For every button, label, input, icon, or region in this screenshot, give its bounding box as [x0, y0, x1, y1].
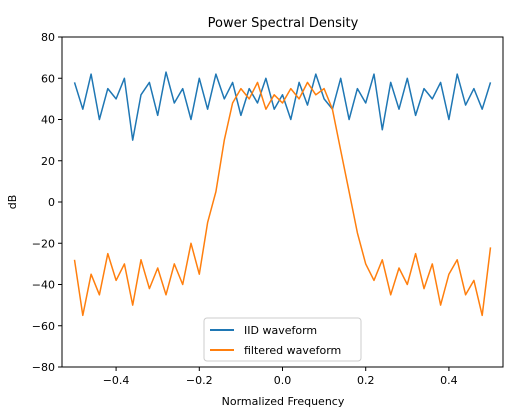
- legend-label-filtered: filtered waveform: [244, 344, 341, 357]
- y-tick-label: −80: [32, 361, 55, 374]
- legend: IID waveform filtered waveform: [203, 317, 362, 362]
- y-axis: −80 −60 −40 −20 0 20 40 60 80: [32, 31, 62, 374]
- y-tick-label: 60: [41, 72, 55, 85]
- x-tick-label: 0.2: [357, 374, 375, 387]
- x-tick-label: −0.2: [186, 374, 213, 387]
- y-tick-label: −20: [32, 237, 55, 250]
- series-line-iid: [73, 71, 492, 141]
- series-layer: [73, 71, 492, 317]
- y-axis-label: dB: [6, 195, 19, 210]
- legend-box: [203, 317, 362, 362]
- y-tick-label: 40: [41, 114, 55, 127]
- x-axis: −0.4 −0.2 0.0 0.2 0.4: [103, 367, 458, 387]
- chart-title: Power Spectral Density: [208, 16, 359, 31]
- legend-label-iid: IID waveform: [244, 324, 317, 337]
- y-tick-label: −60: [32, 320, 55, 333]
- y-tick-label: 0: [48, 196, 55, 209]
- y-tick-label: 80: [41, 31, 55, 44]
- series-line-filtered: [73, 81, 492, 317]
- y-tick-label: −40: [32, 279, 55, 292]
- y-tick-label: 20: [41, 155, 55, 168]
- x-axis-label: Normalized Frequency: [222, 395, 345, 408]
- x-tick-label: 0.0: [274, 374, 292, 387]
- x-tick-label: −0.4: [103, 374, 130, 387]
- x-tick-label: 0.4: [440, 374, 458, 387]
